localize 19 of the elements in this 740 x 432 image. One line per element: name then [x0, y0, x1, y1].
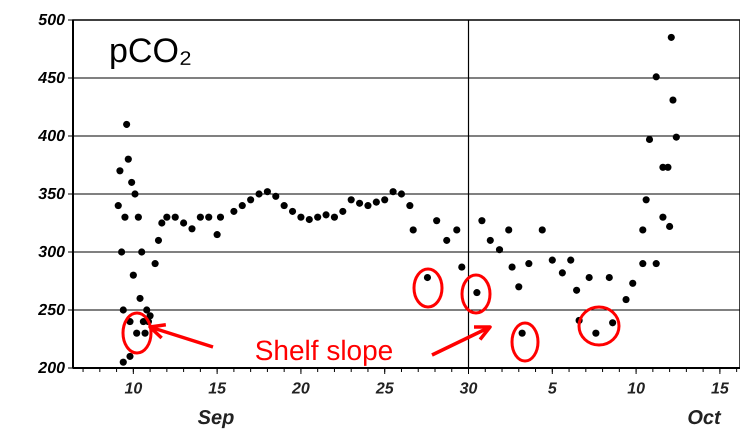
x-tick-label: 25 [374, 380, 395, 398]
y-tick-label: 450 [37, 70, 66, 88]
text: Oct [687, 407, 722, 429]
y-tick-label: 400 [37, 128, 66, 146]
text: Sep [198, 407, 234, 429]
annotation: Shelf slope [254, 335, 394, 366]
y-tick-label: 250 [37, 302, 66, 320]
x-tick-label: 15 [710, 380, 730, 398]
x-tick-label: 30 [460, 380, 478, 398]
y-tick-label: 300 [38, 244, 66, 262]
y-tick-label: 500 [38, 12, 66, 30]
x-tick-label: 20 [291, 380, 310, 398]
x-tick-label: 10 [124, 380, 142, 398]
x-tick-label: 5 [548, 380, 558, 398]
chart-title: pCO₂ [109, 32, 192, 70]
y-tick-label: 350 [38, 186, 66, 204]
x-tick-label: 15 [208, 380, 228, 398]
y-tick-label: 200 [37, 360, 66, 378]
x-tick-label: 10 [627, 380, 646, 398]
